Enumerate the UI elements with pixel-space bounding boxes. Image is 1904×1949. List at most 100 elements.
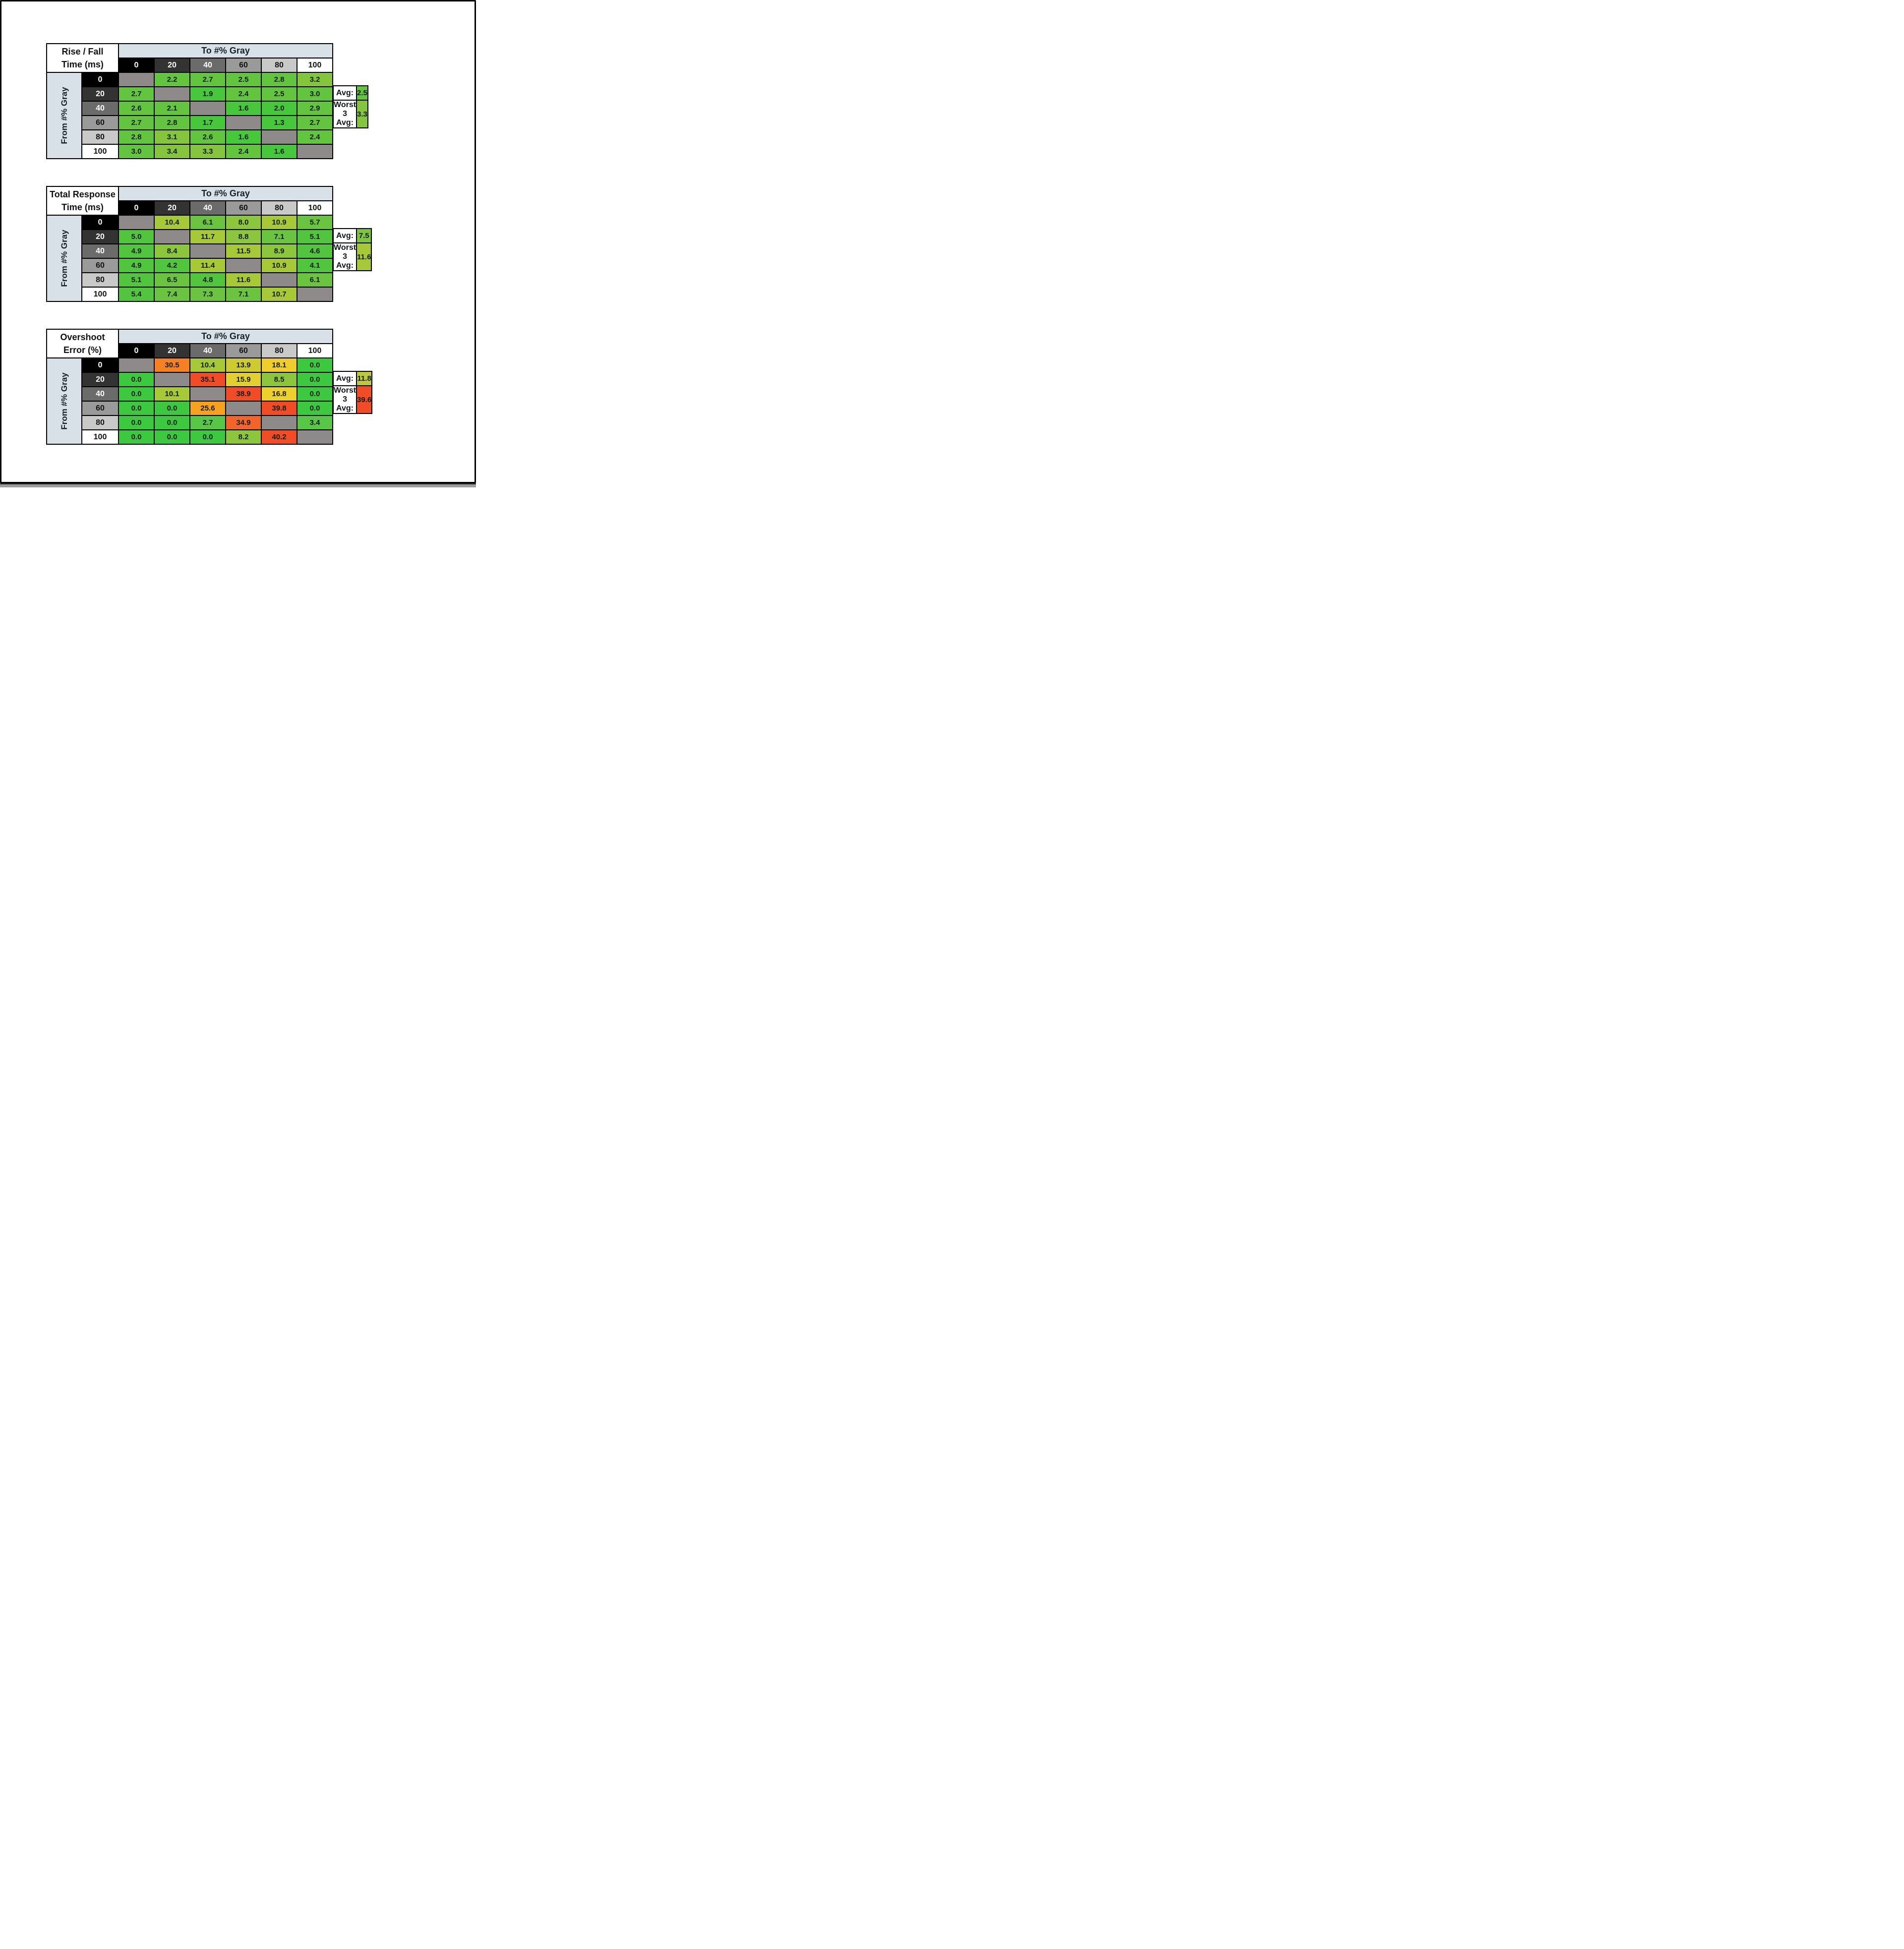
to-gray-header: To #% Gray xyxy=(118,43,333,59)
row-header-cell: 0 xyxy=(81,72,119,87)
matrix-value-cell: 35.1 xyxy=(189,372,226,387)
matrix-value-cell: 0.0 xyxy=(118,415,155,430)
row-header-cell: 40 xyxy=(81,386,119,402)
matrix-value-cell: 2.1 xyxy=(154,101,190,116)
matrix-value-cell: 16.8 xyxy=(261,386,298,402)
summary-block: Avg: 2.5 Worst 3 Avg: 3.3 xyxy=(332,85,368,128)
col-header-cell: 100 xyxy=(297,200,333,216)
matrix-value-cell: 0.0 xyxy=(118,401,155,416)
matrix-value-cell: 2.7 xyxy=(297,115,333,130)
matrix-value-cell: 0.0 xyxy=(154,415,190,430)
matrix-value-cell: 2.4 xyxy=(225,144,262,159)
row-header-cell: 0 xyxy=(81,215,119,230)
matrix-value-cell: 2.7 xyxy=(189,415,226,430)
row-header-cell: 80 xyxy=(81,272,119,288)
matrix-value-cell: 8.2 xyxy=(225,429,262,445)
diagonal-blank-cell xyxy=(189,101,226,116)
avg-row-label: Avg: xyxy=(332,228,357,243)
row-header-cell: 40 xyxy=(81,101,119,116)
diagonal-blank-cell xyxy=(261,272,298,288)
col-header-cell: 60 xyxy=(225,58,262,73)
matrix-value-cell: 10.4 xyxy=(189,357,226,373)
matrix-value-cell: 40.2 xyxy=(261,429,298,445)
diagonal-blank-cell xyxy=(154,86,190,102)
avg-row-value: 7.5 xyxy=(356,228,372,243)
matrix-value-cell: 10.7 xyxy=(261,287,298,302)
matrix-value-cell: 38.9 xyxy=(225,386,262,402)
matrix-value-cell: 2.6 xyxy=(189,129,226,145)
summary-block: Avg: 11.8 Worst 3 Avg: 39.6 xyxy=(332,371,373,414)
matrix-value-cell: 8.8 xyxy=(225,229,262,244)
matrix-value-cell: 2.5 xyxy=(261,86,298,102)
col-header-cell: 40 xyxy=(189,58,226,73)
matrix-value-cell: 2.8 xyxy=(118,129,155,145)
matrix-value-cell: 6.1 xyxy=(189,215,226,230)
row-header-cell: 80 xyxy=(81,129,119,145)
avg-row-value: 11.8 xyxy=(356,371,373,386)
row-header-cell: 60 xyxy=(81,401,119,416)
worst-row-value: 11.6 xyxy=(356,242,372,271)
diagonal-blank-cell xyxy=(225,258,262,273)
matrix-value-cell: 0.0 xyxy=(154,429,190,445)
rise-fall-time-table: Rise / Fall Time (ms) To #% Gray 0 20 40 60 80 1… xyxy=(46,43,333,159)
matrix-value-cell: 2.6 xyxy=(118,101,155,116)
matrix-value-cell: 10.4 xyxy=(154,215,190,230)
row-header-cell: 20 xyxy=(81,372,119,387)
matrix-value-cell: 11.4 xyxy=(189,258,226,273)
row-header-cell: 100 xyxy=(81,144,119,159)
worst-row-label: Worst 3 Avg: xyxy=(332,242,357,271)
matrix-value-cell: 11.6 xyxy=(225,272,262,288)
avg-row-label: Avg: xyxy=(332,371,357,386)
from-gray-band: From #% Gray xyxy=(46,72,82,159)
diagonal-blank-cell xyxy=(297,287,333,302)
matrix-value-cell: 5.0 xyxy=(118,229,155,244)
col-header-cell: 0 xyxy=(118,58,155,73)
matrix-value-cell: 25.6 xyxy=(189,401,226,416)
matrix-value-cell: 5.4 xyxy=(118,287,155,302)
diagonal-blank-cell xyxy=(297,144,333,159)
matrix-value-cell: 4.1 xyxy=(297,258,333,273)
worst-row-value: 39.6 xyxy=(356,385,373,414)
overshoot-error-table: Overshoot Error (%) To #% Gray 0 20 40 60 80 100… xyxy=(46,329,333,445)
avg-row-label: Avg: xyxy=(332,85,357,101)
matrix-value-cell: 0.0 xyxy=(297,401,333,416)
matrix-value-cell: 2.5 xyxy=(225,72,262,87)
table-title: Rise / Fall Time (ms) xyxy=(46,43,119,73)
matrix-value-cell: 30.5 xyxy=(154,357,190,373)
col-header-cell: 0 xyxy=(118,200,155,216)
matrix-value-cell: 2.4 xyxy=(225,86,262,102)
matrix-value-cell: 4.2 xyxy=(154,258,190,273)
matrix-value-cell: 3.4 xyxy=(297,415,333,430)
matrix-value-cell: 15.9 xyxy=(225,372,262,387)
avg-row-value: 2.5 xyxy=(356,85,368,101)
diagonal-blank-cell xyxy=(225,401,262,416)
row-header-cell: 100 xyxy=(81,287,119,302)
matrix-value-cell: 1.6 xyxy=(225,129,262,145)
matrix-value-cell: 0.0 xyxy=(297,386,333,402)
matrix-value-cell: 4.8 xyxy=(189,272,226,288)
worst-row-label: Worst 3 Avg: xyxy=(332,100,357,128)
matrix-value-cell: 0.0 xyxy=(189,429,226,445)
col-header-cell: 60 xyxy=(225,343,262,358)
table-title-line: Error (%) xyxy=(63,345,102,355)
row-header-cell: 40 xyxy=(81,243,119,259)
diagonal-blank-cell xyxy=(154,372,190,387)
diagonal-blank-cell xyxy=(261,415,298,430)
diagonal-blank-cell xyxy=(118,72,155,87)
total-response-time-table-wrapper: Total Response Time (ms) To #% Gray 0 20 40 60… xyxy=(46,186,372,302)
from-gray-header: From #% Gray xyxy=(59,230,69,287)
col-header-cell: 80 xyxy=(261,200,298,216)
from-gray-header: From #% Gray xyxy=(59,372,69,430)
matrix-value-cell: 11.7 xyxy=(189,229,226,244)
matrix-value-cell: 8.0 xyxy=(225,215,262,230)
diagonal-blank-cell xyxy=(261,129,298,145)
matrix-value-cell: 0.0 xyxy=(154,401,190,416)
matrix-value-cell: 5.1 xyxy=(297,229,333,244)
matrix-value-cell: 3.3 xyxy=(189,144,226,159)
matrix-value-cell: 0.0 xyxy=(297,372,333,387)
matrix-value-cell: 4.9 xyxy=(118,258,155,273)
matrix-value-cell: 2.8 xyxy=(154,115,190,130)
overshoot-error-table-wrapper: Overshoot Error (%) To #% Gray 0 20 40 60 80 100… xyxy=(46,329,373,445)
matrix-value-cell: 11.5 xyxy=(225,243,262,259)
matrix-value-cell: 3.2 xyxy=(297,72,333,87)
